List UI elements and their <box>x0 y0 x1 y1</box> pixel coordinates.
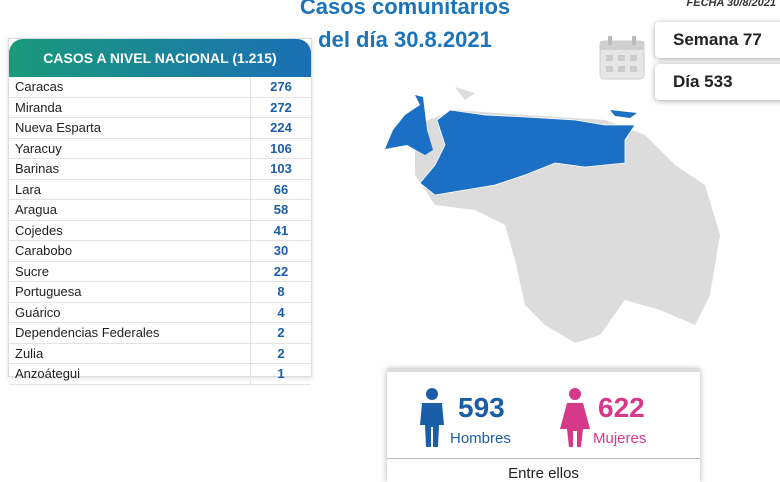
region-cases: 272 <box>270 99 292 115</box>
region-name: Dependencias Federales <box>9 323 251 343</box>
region-cases: 2 <box>277 345 285 361</box>
region-cases: 58 <box>273 202 289 217</box>
table-header: CASOS A NIVEL NACIONAL (1.215) <box>9 39 311 77</box>
region-name: Barinas <box>9 159 251 179</box>
week-box: Semana 77 <box>655 22 780 58</box>
table-row: Dependencias Federales 2 <box>9 323 311 344</box>
table-row: Miranda 272 <box>9 97 311 118</box>
region-cases: 66 <box>273 181 289 197</box>
table-row: Guárico 4 <box>9 302 311 323</box>
man-icon <box>420 388 444 447</box>
day-box: Día 533 <box>655 64 780 100</box>
table-row: Yaracuy 106 <box>9 138 311 159</box>
men-label: Hombres <box>450 430 511 447</box>
table-row: Cojedes 41 <box>9 220 311 241</box>
region-cases: 4 <box>277 304 285 320</box>
region-name: Zulia <box>9 343 251 363</box>
table-row: Carabobo 30 <box>9 241 311 262</box>
men-count: 593 <box>458 392 505 423</box>
table-row: Aragua 58 <box>9 200 311 221</box>
table-row: Zulia 2 <box>9 343 311 364</box>
region-cases: 224 <box>270 120 292 135</box>
table-row: Anzoátegui 1 <box>9 364 311 385</box>
region-name: Anzoátegui <box>9 364 251 384</box>
region-name: Portuguesa <box>9 282 251 302</box>
table-row: Sucre 22 <box>9 261 311 282</box>
woman-icon <box>560 388 590 447</box>
region-cases: 1 <box>277 366 285 381</box>
region-name: Cojedes <box>9 220 251 240</box>
title: del día 30.8.2021 <box>318 27 492 52</box>
gender-card: 593 Hombres 622 Mujeres Entre ellos <box>387 368 700 482</box>
page: Casos comunitarios del día 30.8.2021 FEC… <box>8 0 780 482</box>
region-cases: 8 <box>277 284 285 299</box>
region-name: Carabobo <box>9 241 251 261</box>
region-name: Guárico <box>9 302 251 322</box>
region-name: Nueva Esparta <box>9 118 251 138</box>
region-name: Yaracuy <box>9 138 251 158</box>
region-cases: 30 <box>273 243 289 258</box>
region-name: Aragua <box>9 200 251 220</box>
calendar-icon <box>599 36 645 80</box>
region-cases: 22 <box>273 263 289 279</box>
region-name: Lara <box>9 179 251 199</box>
table-row: Caracas 276 <box>9 77 311 98</box>
table-body: Caracas 276 Miranda 272 Nueva Esparta 224 Yara… <box>9 77 311 385</box>
region-cases: 2 <box>277 325 285 340</box>
cases-table: CASOS A NIVEL NACIONAL (1.215) Caracas 27… <box>8 38 312 385</box>
region-name: Sucre <box>9 261 251 281</box>
region-cases: 106 <box>270 140 292 156</box>
table-row: Barinas 103 <box>9 159 311 180</box>
table-row: Portuguesa 8 <box>9 282 311 303</box>
title: Casos comunitarios <box>299 0 511 19</box>
women-count: 622 <box>598 392 645 423</box>
women-label: Mujeres <box>593 430 647 447</box>
map <box>385 87 720 343</box>
region-cases: 103 <box>270 161 292 176</box>
region-cases: 276 <box>270 79 292 94</box>
region-name: Miranda <box>9 97 251 117</box>
table-row: Lara 66 <box>9 179 311 200</box>
region-name: Caracas <box>9 77 251 97</box>
footer-text: Entre ellos <box>387 458 700 482</box>
region-cases: 41 <box>273 222 289 238</box>
date: FECHA 30/8/2021 <box>686 0 776 9</box>
table-row: Nueva Esparta 224 <box>9 118 311 139</box>
